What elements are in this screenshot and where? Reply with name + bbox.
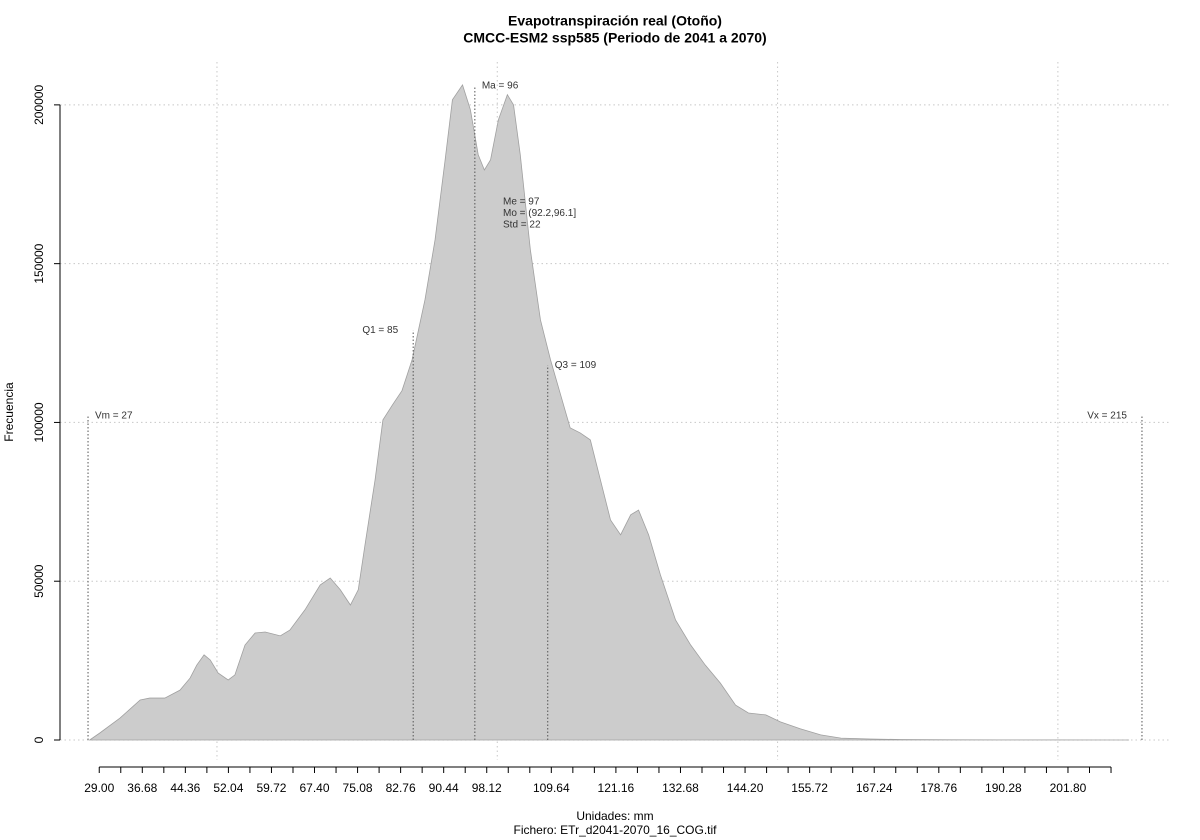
chart-title: Evapotranspiración real (Otoño) (508, 13, 722, 29)
x-tick-label: 167.24 (856, 781, 893, 795)
x-tick-label: 201.80 (1050, 781, 1087, 795)
annotation-label: Q3 = 109 (555, 360, 597, 371)
x-tick-label: 52.04 (213, 781, 243, 795)
x-tick-label: 59.72 (256, 781, 286, 795)
annotation-label: Vx = 215 (1087, 411, 1127, 422)
x-tick-label: 75.08 (343, 781, 373, 795)
annotation-label: Vm = 27 (95, 411, 133, 422)
x-tick-label: 98.12 (472, 781, 502, 795)
y-tick-label: 50000 (32, 564, 46, 598)
caption: Fichero: ETr_d2041-2070_16_COG.tif (514, 823, 718, 837)
annotation-label: Q1 = 85 (362, 325, 398, 336)
x-tick-label: 132.68 (662, 781, 699, 795)
x-tick-label: 190.28 (985, 781, 1022, 795)
x-tick-label: 67.40 (299, 781, 329, 795)
stat-label: Mo = (92.2,96.1] (503, 208, 576, 219)
y-axis-label: Frecuencia (2, 382, 16, 442)
density-area (88, 83, 1130, 741)
x-tick-label: 155.72 (791, 781, 828, 795)
x-tick-label: 178.76 (920, 781, 957, 795)
x-tick-label: 36.68 (127, 781, 157, 795)
x-tick-label: 121.16 (598, 781, 635, 795)
stat-label: Std = 22 (503, 220, 541, 231)
x-tick-label: 90.44 (429, 781, 459, 795)
x-tick-label: 144.20 (727, 781, 764, 795)
y-tick-label: 0 (32, 736, 46, 743)
stat-label: Me = 97 (503, 197, 540, 208)
y-tick-label: 150000 (32, 243, 46, 283)
x-tick-label: 29.00 (84, 781, 114, 795)
chart-subtitle: CMCC-ESM2 ssp585 (Periodo de 2041 a 2070… (463, 30, 766, 46)
x-tick-label: 44.36 (170, 781, 200, 795)
x-axis-label: Unidades: mm (576, 809, 653, 823)
x-tick-label: 82.76 (386, 781, 416, 795)
annotation-label: Ma = 96 (482, 80, 519, 91)
x-tick-label: 109.64 (533, 781, 570, 795)
y-tick-label: 200000 (32, 85, 46, 125)
y-tick-label: 100000 (32, 402, 46, 442)
